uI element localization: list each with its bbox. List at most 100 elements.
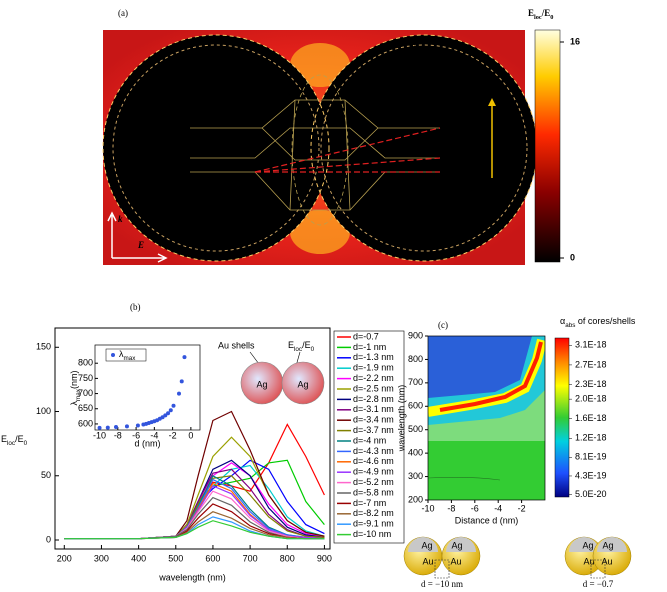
colorbar [534, 29, 561, 263]
inset-y-tick-label: 650 [78, 403, 93, 413]
core-outline [320, 44, 528, 252]
y-axis-title-part: /E [15, 434, 24, 444]
colorbar-title-part: abs [565, 322, 575, 329]
panel-label: (b) [130, 302, 141, 312]
schematic-core-label: Ag [256, 379, 267, 389]
level-symbol: l [448, 168, 451, 178]
inset-point [114, 424, 118, 429]
schematic-field-label-part: loc [294, 346, 302, 353]
level-label: l=∞ [448, 122, 462, 132]
x-tick-label: -8 [447, 503, 455, 513]
y-tick-label: 0 [46, 534, 51, 544]
y-tick-label: 150 [36, 342, 51, 352]
colorbar-title-part: loc [534, 14, 542, 21]
inset-legend-label: λmax [119, 349, 136, 362]
level-value: =1 [451, 168, 461, 178]
colorbar-title: Eloc/E0 [528, 8, 553, 21]
inset-point [179, 379, 184, 384]
inset-x-tick-label: -4 [150, 430, 158, 440]
legend-label: d=-1.9 nm [353, 363, 394, 373]
contour-region [428, 336, 532, 398]
schematic-title: Au shells [218, 340, 255, 350]
legend-label: d=-3.7 nm [353, 425, 394, 435]
schematic-field-label: Eloc/E0 [288, 340, 315, 353]
level-label: l=1 [448, 168, 460, 178]
legend-label: d=-4.6 nm [353, 456, 394, 466]
inset-point [163, 413, 168, 418]
series-line [64, 436, 325, 540]
y-axis-title-part: 0 [24, 440, 28, 447]
inset-point [166, 411, 171, 416]
y-tick-label: 900 [408, 330, 423, 340]
panel-label: (a) [118, 8, 128, 18]
legend-label: d=-1.3 nm [353, 352, 394, 362]
shell-label: Au [240, 39, 251, 49]
level-symbol: l [448, 152, 451, 162]
x-axis-title: Distance d (nm) [455, 515, 519, 525]
core-label: Ag [222, 79, 233, 89]
level-label: l=2 [448, 152, 460, 162]
k-label: k [118, 214, 123, 224]
colorbar-tick-label: 2.3E-18 [575, 379, 607, 389]
legend-label: d=-5.2 nm [353, 477, 394, 487]
y-tick-label: 200 [408, 494, 423, 504]
level-label: l=∞ [152, 122, 166, 132]
schematic-shell-label: Au [450, 556, 461, 566]
legend-label: d=-3.1 nm [353, 404, 394, 414]
colorbar-tick-label: 0 [570, 252, 575, 262]
y-axis-title-part: E [1, 434, 7, 444]
schematic-gap [590, 559, 606, 579]
energy-label: Energy level [501, 98, 511, 144]
colorbar-title-part: of cores/shells [575, 316, 636, 326]
x-tick-label: 200 [57, 553, 72, 563]
colorbar-tick-label: 16 [570, 36, 580, 46]
panel-label: (c) [438, 320, 448, 330]
level-symbol: l [152, 168, 155, 178]
inset-point [182, 355, 187, 360]
schematic-core [408, 537, 438, 552]
inset-point [168, 408, 173, 413]
level-value: =2 [155, 152, 165, 162]
schematic-core-label: Ag [451, 540, 462, 550]
axes-arrows [107, 211, 168, 263]
colorbar-title-part: 0 [550, 14, 553, 21]
schematic-core [597, 537, 627, 552]
schematic-shell-label: Au [601, 556, 612, 566]
schematic-distance: d = −10 nm [421, 579, 463, 589]
level-value: =1 [155, 168, 165, 178]
legend-label: d=-8.2 nm [353, 508, 394, 518]
inset-y-tick-label: 750 [78, 373, 93, 383]
legend-label: d=-0.7 [353, 331, 379, 341]
series-line [64, 423, 325, 540]
y-tick-label: 400 [408, 448, 423, 458]
level-value: =2 [451, 152, 461, 162]
plot-area [427, 335, 546, 501]
x-tick-label: 700 [243, 553, 258, 563]
colorbar-tick-label: 1.6E-18 [575, 413, 607, 423]
inset-x-tick-label: 0 [188, 430, 193, 440]
inset-point [124, 424, 129, 429]
inset-x-tick-label: -8 [114, 430, 122, 440]
x-tick-label: 600 [205, 553, 220, 563]
level-symbol: l [448, 122, 451, 132]
core-outline [112, 44, 320, 252]
legend-label: d=-2.2 nm [353, 373, 394, 383]
x-tick-label: 400 [131, 553, 146, 563]
schematic-gap [434, 559, 450, 579]
x-axis-title: wavelength (nm) [158, 572, 226, 582]
inset-point [97, 425, 102, 430]
y-axis-title: wavelength (nm) [396, 385, 406, 453]
energy-arrowhead [488, 98, 496, 106]
colorbar-title: αabs of cores/shells [560, 316, 636, 329]
inset-legend-box [105, 348, 147, 362]
hot-spot [290, 210, 350, 254]
inset-legend-label-part: λ [119, 349, 124, 359]
legend-label: d=-5.8 nm [353, 487, 394, 497]
y-tick-label: 500 [408, 424, 423, 434]
schematic-core-label: Ag [582, 540, 593, 550]
x-tick-label: -6 [471, 503, 479, 513]
schematic-particle [281, 361, 325, 405]
transition-arrows [254, 127, 441, 173]
colorbar-title-part: E [528, 8, 534, 18]
